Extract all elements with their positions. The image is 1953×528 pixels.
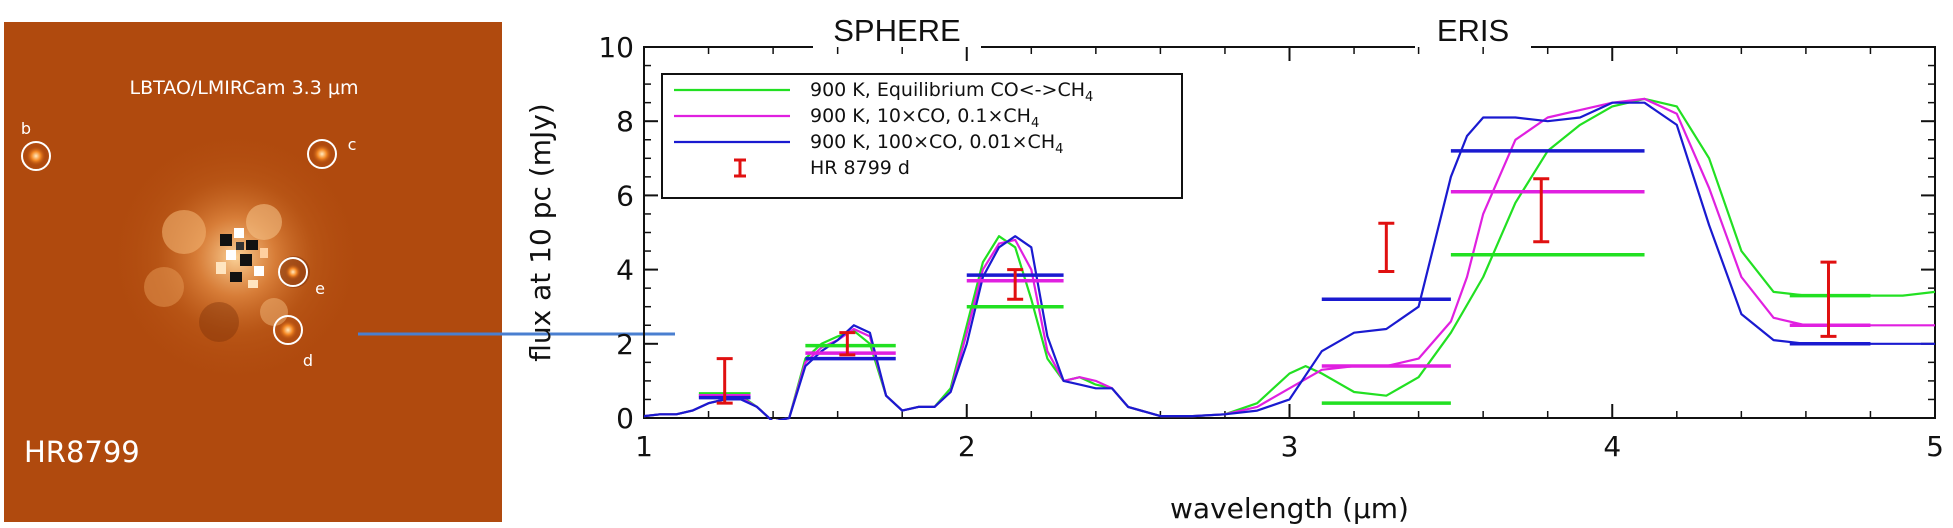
x-tick-label: 1 [635,430,653,463]
y-axis-label: flux at 10 pc (mJy) [524,103,557,361]
planet-e-marker: e [278,257,325,298]
x-tick-label: 3 [1281,430,1299,463]
observation-point [839,331,856,357]
central-mask-residual [216,228,268,288]
y-tick-label: 10 [598,31,634,64]
observation-point [1820,260,1837,338]
legend-label-main: 900 K, 10×CO, 0.1×CH [810,105,1031,127]
spectrum-line-100xco [644,101,1935,420]
target-label: HR8799 [24,435,140,469]
y-tick-label: 2 [616,328,634,361]
legend-box [661,73,1183,199]
band-label-gap [1415,29,1531,65]
x-tick-label: 5 [1926,430,1944,463]
planet-d-label: d [303,351,313,370]
planet-e-label: e [315,279,325,298]
band-label-gap [813,29,981,65]
legend-label-10xco: 900 K, 10×CO, 0.1×CH4 [810,105,1039,131]
instrument-label: LBTAO/LMIRCam 3.3 μm [130,77,359,99]
legend-label-subscript: 4 [1031,116,1039,131]
legend-label-observations: HR 8799 d [810,157,910,179]
y-tick-label: 0 [616,402,634,435]
observation-point [1533,177,1550,244]
observation-point [716,357,733,405]
legend-label-main: 900 K, Equilibrium CO<->CH [810,79,1085,101]
legend-label-100xco: 900 K, 100×CO, 0.01×CH4 [810,131,1063,157]
planet-c-marker: c [307,135,357,169]
planet-c-label: c [348,135,357,154]
plot-area: SPHERE ERIS 1 2 3 4 5 0 2 4 6 8 10 wavelength (μm) flu… [524,13,1944,525]
y-tick-label: 6 [616,179,634,212]
speckle-residuals [144,204,310,342]
legend-label-equilibrium: 900 K, Equilibrium CO<->CH4 [810,79,1093,105]
observation-point [1007,268,1024,301]
x-axis-label: wavelength (μm) [1170,492,1409,525]
observation-point [1378,221,1395,273]
y-tick-label: 8 [616,105,634,138]
band-label-eris: ERIS [1437,13,1509,48]
band-label-sphere: SPHERE [833,13,960,48]
x-tick-label: 4 [1603,430,1621,463]
legend-label-subscript: 4 [1055,142,1063,157]
y-tick-label: 4 [616,254,634,287]
legend-label-main: 900 K, 100×CO, 0.01×CH [810,131,1055,153]
planet-b-label: b [21,119,31,138]
coronagraph-image-panel: LBTAO/LMIRCam 3.3 μm b c e d HR8799 [4,22,502,522]
legend-label-subscript: 4 [1085,90,1093,105]
x-tick-label: 2 [958,430,976,463]
planet-b-marker: b [21,119,51,171]
planet-d-marker: d [273,315,313,370]
